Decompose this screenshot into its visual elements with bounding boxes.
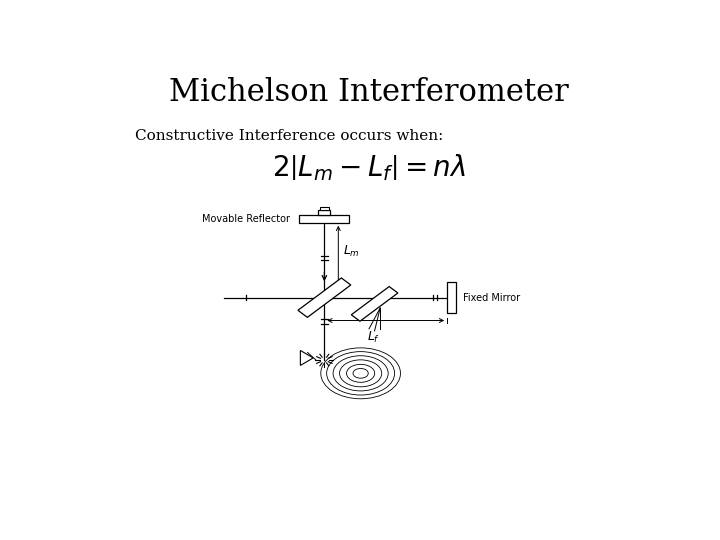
Polygon shape (300, 350, 313, 366)
Text: Fixed Mirror: Fixed Mirror (463, 293, 520, 302)
Text: $2\left|L_m - L_f\right| = n\lambda$: $2\left|L_m - L_f\right| = n\lambda$ (272, 152, 466, 183)
Bar (318, 210, 330, 215)
Bar (447, 282, 456, 313)
Text: Constructive Interference occurs when:: Constructive Interference occurs when: (135, 129, 443, 143)
Text: Michelson Interferometer: Michelson Interferometer (169, 77, 569, 109)
Text: $L_f$: $L_f$ (367, 329, 380, 345)
Polygon shape (298, 278, 351, 318)
Bar (300, 215, 349, 223)
Text: Movable Reflector: Movable Reflector (202, 214, 289, 224)
Polygon shape (351, 287, 398, 321)
Bar (320, 207, 329, 210)
Text: $L_m$: $L_m$ (343, 245, 360, 259)
